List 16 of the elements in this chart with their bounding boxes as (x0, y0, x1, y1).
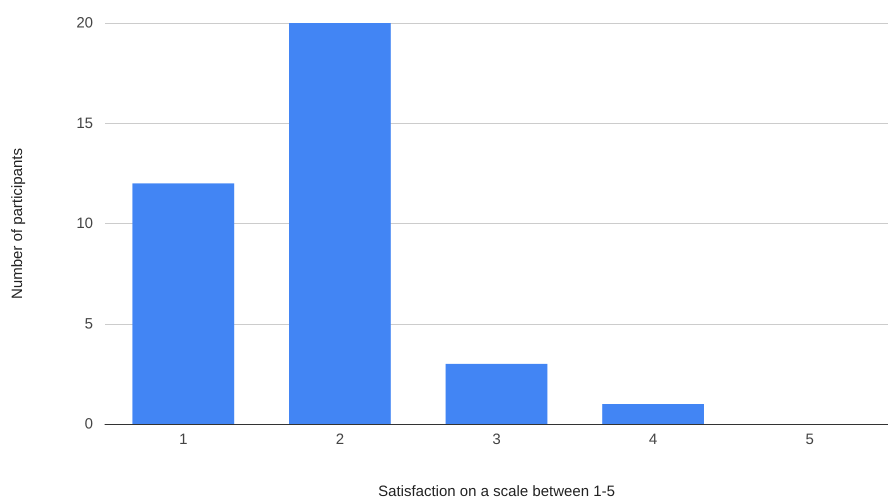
bar (602, 404, 704, 424)
bar (132, 183, 234, 424)
y-tick-label: 10 (76, 215, 93, 232)
bar (289, 23, 391, 424)
y-axis-title: Number of participants (9, 148, 26, 299)
x-tick-label: 2 (336, 431, 344, 448)
x-tick-label: 5 (806, 431, 814, 448)
bar (446, 364, 548, 424)
y-tick-label: 20 (76, 14, 93, 32)
x-tick-label: 3 (492, 431, 501, 448)
y-tick-label: 15 (76, 114, 93, 132)
y-tick-label: 5 (84, 315, 93, 332)
y-tick-label: 0 (84, 416, 93, 432)
x-tick-label: 4 (648, 431, 658, 448)
x-tick-label: 1 (179, 431, 188, 448)
x-axis-title: Satisfaction on a scale between 1-5 (378, 483, 615, 500)
